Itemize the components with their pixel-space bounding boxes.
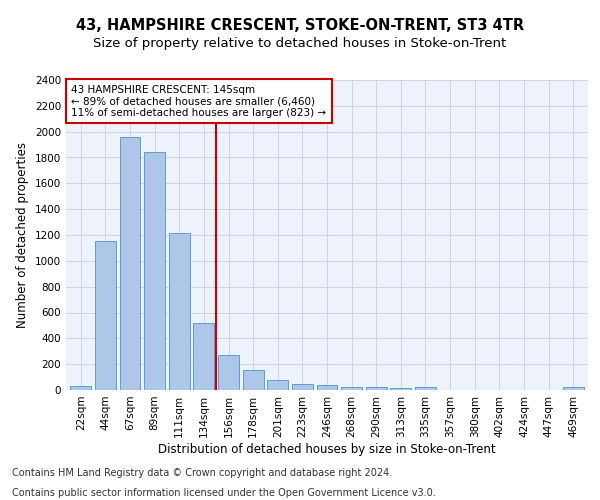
Bar — [144, 152, 165, 390]
Text: Contains public sector information licensed under the Open Government Licence v3: Contains public sector information licen… — [12, 488, 436, 498]
Bar — [95, 242, 116, 390]
Text: 43, HAMPSHIRE CRESCENT, STOKE-ON-TRENT, ST3 4TR: 43, HAMPSHIRE CRESCENT, STOKE-ON-TRENT, … — [76, 18, 524, 32]
Bar — [119, 137, 140, 390]
Bar — [341, 387, 362, 390]
Bar — [366, 387, 387, 390]
X-axis label: Distribution of detached houses by size in Stoke-on-Trent: Distribution of detached houses by size … — [158, 442, 496, 456]
Text: Size of property relative to detached houses in Stoke-on-Trent: Size of property relative to detached ho… — [94, 38, 506, 51]
Bar — [391, 388, 412, 390]
Bar — [70, 386, 91, 390]
Bar — [193, 324, 214, 390]
Bar — [563, 388, 584, 390]
Text: 43 HAMPSHIRE CRESCENT: 145sqm
← 89% of detached houses are smaller (6,460)
11% o: 43 HAMPSHIRE CRESCENT: 145sqm ← 89% of d… — [71, 84, 326, 118]
Bar — [415, 388, 436, 390]
Bar — [242, 370, 263, 390]
Text: Contains HM Land Registry data © Crown copyright and database right 2024.: Contains HM Land Registry data © Crown c… — [12, 468, 392, 477]
Bar — [218, 355, 239, 390]
Bar — [267, 380, 288, 390]
Bar — [317, 384, 337, 390]
Bar — [169, 233, 190, 390]
Y-axis label: Number of detached properties: Number of detached properties — [16, 142, 29, 328]
Bar — [292, 384, 313, 390]
